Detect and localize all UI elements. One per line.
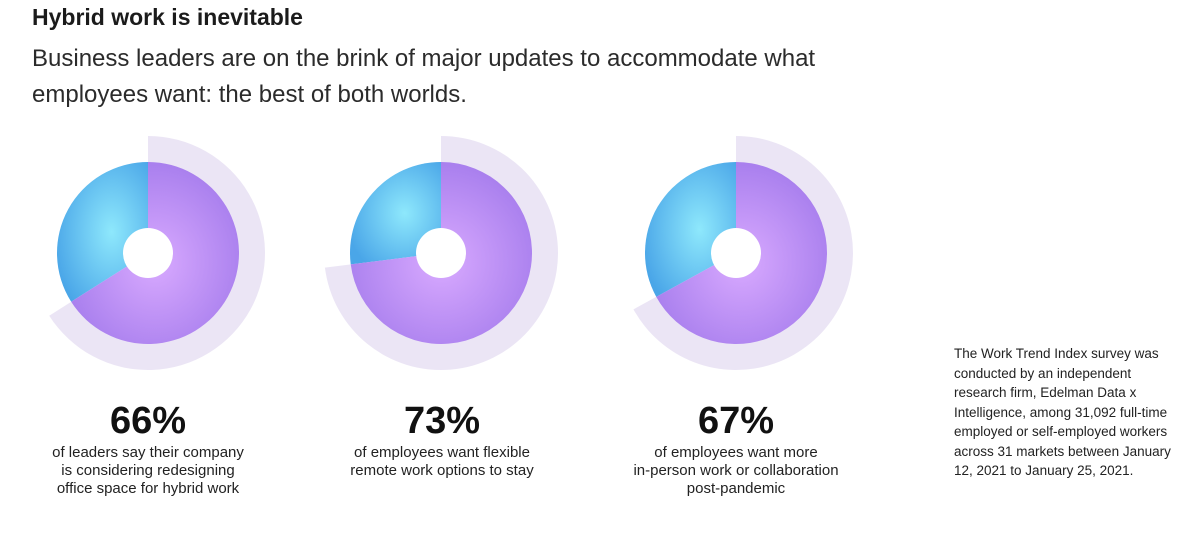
survey-footnote: The Work Trend Index survey was conducte… [954, 346, 1171, 478]
donut-1-remainder-slice [57, 162, 149, 302]
stat-2-description: of employees want flexible remote work o… [292, 444, 592, 480]
stat-1-line-3: office space for hybrid work [56, 480, 240, 497]
stat-1: 66% of leaders say their company is cons… [0, 400, 298, 498]
stat-1-description: of leaders say their company is consider… [0, 444, 298, 498]
stat-1-line-1: of leaders say their company [52, 444, 244, 461]
stat-3-line-2: in-person work or collaboration [633, 462, 839, 479]
stat-3-line-1: of employees want more [654, 444, 818, 461]
stat-1-percent: 66% [109, 400, 187, 442]
stat-3-line-3: post-pandemic [686, 480, 786, 497]
page-title: Hybrid work is inevitable [32, 4, 303, 30]
stat-3: 67% of employees want more in-person wor… [586, 400, 886, 498]
stat-3-description: of employees want more in-person work or… [586, 444, 886, 498]
stat-2: 73% of employees want flexible remote wo… [292, 400, 592, 480]
donut-2-hole [416, 228, 466, 278]
donut-3-hole [711, 228, 761, 278]
stat-3-percent: 67% [697, 400, 775, 442]
stat-2-percent: 73% [403, 400, 481, 442]
donut-1-hole [123, 228, 173, 278]
stat-1-line-2: is considering redesigning [61, 462, 235, 479]
stat-2-line-2: remote work options to stay [350, 462, 534, 479]
page-subtitle: Business leaders are on the brink of maj… [32, 45, 816, 108]
stat-2-line-1: of employees want flexible [354, 444, 530, 461]
donut-2-remainder-slice [350, 162, 441, 265]
